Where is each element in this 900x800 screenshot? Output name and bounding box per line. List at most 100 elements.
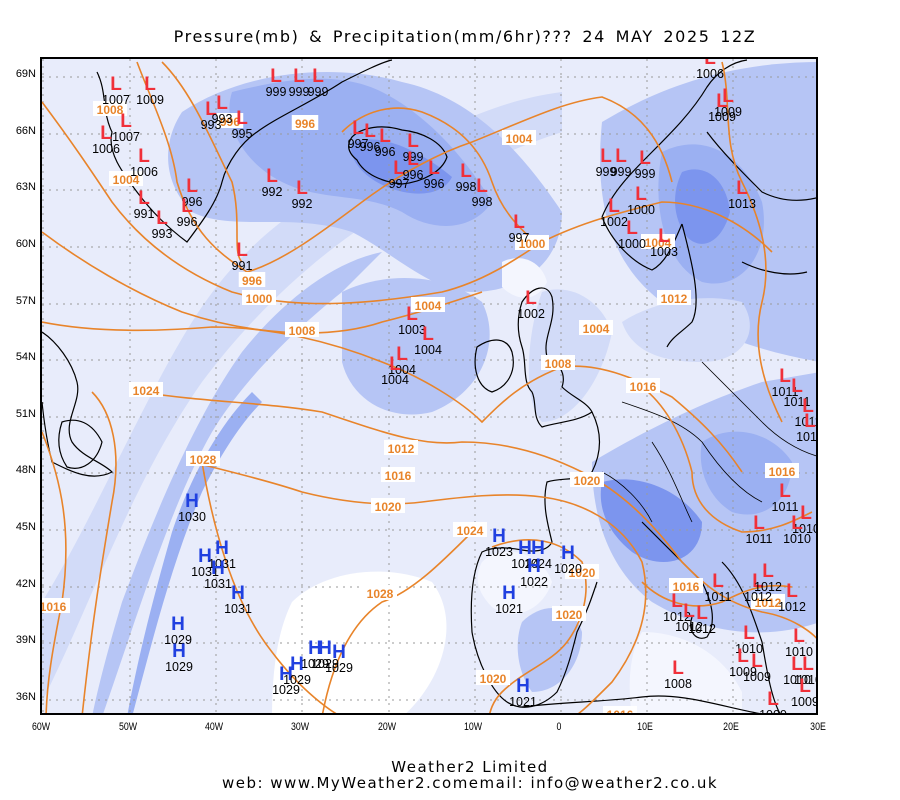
svg-text:992: 992 — [262, 185, 283, 199]
svg-text:L: L — [428, 158, 440, 179]
svg-text:L: L — [767, 689, 779, 710]
svg-text:1006: 1006 — [696, 67, 724, 81]
isobar-label: 1004 — [645, 236, 672, 250]
svg-text:1009: 1009 — [759, 708, 787, 715]
lon-label: 50W — [118, 721, 138, 733]
svg-text:L: L — [216, 93, 228, 114]
svg-text:1002: 1002 — [600, 215, 628, 229]
svg-text:1013: 1013 — [728, 197, 756, 211]
lat-label: 45N — [15, 521, 36, 533]
isobar-label: 1004 — [583, 322, 610, 336]
svg-text:992: 992 — [292, 197, 313, 211]
svg-text:L: L — [737, 646, 749, 667]
svg-text:L: L — [513, 212, 525, 233]
svg-text:996: 996 — [360, 140, 381, 154]
svg-text:H: H — [561, 543, 575, 564]
footer-contact: web: www.MyWeather2.comemail: info@weath… — [221, 774, 719, 792]
isobar-label: 1008 — [545, 357, 572, 371]
svg-text:L: L — [379, 126, 391, 147]
svg-text:L: L — [683, 601, 695, 622]
svg-text:H: H — [308, 638, 322, 659]
lat-label: 51N — [15, 408, 36, 420]
svg-text:999: 999 — [635, 167, 656, 181]
svg-text:1031: 1031 — [224, 602, 252, 616]
svg-text:L: L — [186, 176, 198, 197]
svg-text:1021: 1021 — [495, 602, 523, 616]
svg-text:L: L — [600, 146, 612, 167]
isobar-label: 1008 — [97, 103, 124, 117]
lat-label: 63N — [15, 181, 36, 193]
lon-label: 10W — [463, 721, 483, 733]
svg-text:L: L — [407, 149, 419, 170]
isobar-label: 996 — [242, 274, 262, 288]
svg-text:L: L — [476, 176, 488, 197]
svg-text:H: H — [211, 558, 225, 579]
svg-text:996: 996 — [403, 168, 424, 182]
svg-text:L: L — [181, 196, 193, 217]
svg-text:L: L — [736, 178, 748, 199]
lat-label: 54N — [15, 351, 36, 363]
svg-text:H: H — [318, 638, 332, 659]
isobar-label: 1028 — [367, 587, 394, 601]
svg-text:L: L — [460, 161, 472, 182]
svg-text:H: H — [518, 538, 532, 559]
svg-text:1031: 1031 — [191, 565, 219, 579]
svg-text:1007: 1007 — [112, 130, 140, 144]
svg-text:L: L — [406, 304, 418, 325]
svg-text:L: L — [393, 158, 405, 179]
isobar-label: 1024 — [457, 524, 484, 538]
isobar-label: 1012 — [661, 292, 688, 306]
svg-text:L: L — [716, 91, 728, 112]
svg-text:L: L — [752, 571, 764, 592]
svg-text:993: 993 — [201, 118, 222, 132]
svg-text:995: 995 — [232, 127, 253, 141]
svg-text:L: L — [236, 240, 248, 261]
svg-text:L: L — [236, 108, 248, 129]
svg-text:991: 991 — [134, 207, 155, 221]
lon-label: 0 — [556, 721, 562, 733]
svg-text:L: L — [608, 196, 620, 217]
svg-text:L: L — [138, 188, 150, 209]
isobar-label: 1024 — [133, 384, 160, 398]
svg-text:L: L — [205, 99, 217, 120]
svg-text:997: 997 — [389, 177, 410, 191]
lat-label: 36N — [15, 691, 36, 703]
isobar-label: 1008 — [289, 324, 316, 338]
svg-text:1009: 1009 — [729, 665, 757, 679]
lat-label: 48N — [15, 464, 36, 476]
svg-text:1003: 1003 — [398, 323, 426, 337]
svg-text:L: L — [753, 513, 765, 534]
svg-text:L: L — [626, 218, 638, 239]
isobar-label: 1016 — [42, 600, 67, 614]
